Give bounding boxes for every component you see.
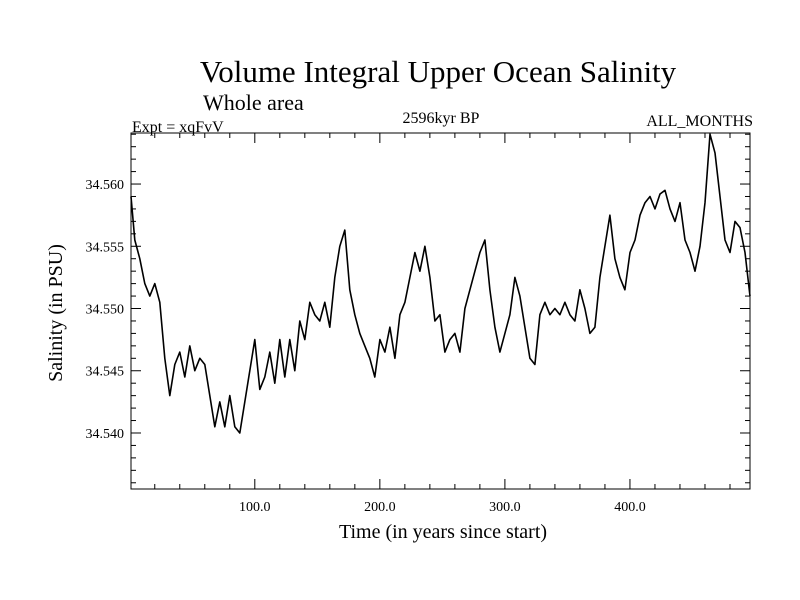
months-label: ALL_MONTHS [646,113,753,130]
x-tick-label: 200.0 [364,500,396,515]
y-tick-label: 34.560 [86,178,125,193]
x-tick-label: 100.0 [239,500,271,515]
x-axis-label: Time (in years since start) [339,521,547,543]
plot-area-frame [130,132,751,490]
axis-tick-labels: 100.0 200.0 300.0 400.0 34.540 34.545 34.550 34… [86,178,646,515]
experiment-label: Expt = xqFvV [132,119,224,136]
x-tick-label: 400.0 [614,500,646,515]
chart-title: Volume Integral Upper Ocean Salinity [200,54,677,89]
y-tick-label: 34.555 [86,240,125,255]
x-tick-label: 300.0 [489,500,521,515]
y-tick-label: 34.550 [86,303,125,318]
y-tick-label: 34.540 [86,427,125,442]
salinity-series-line [130,133,751,434]
y-axis-label: Salinity (in PSU) [45,244,67,382]
y-tick-label: 34.545 [86,365,125,380]
period-label: 2596kyr BP [403,110,480,127]
chart-subtitle: Whole area [203,90,304,115]
axis-ticks [131,133,750,489]
